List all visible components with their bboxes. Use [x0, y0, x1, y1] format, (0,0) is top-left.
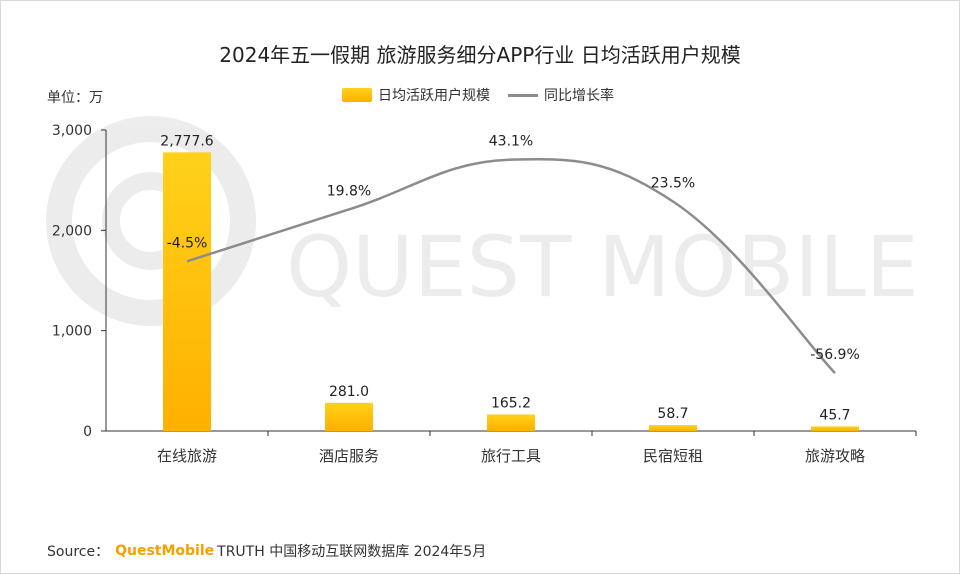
x-tick-label: 旅行工具 — [481, 447, 541, 465]
watermark: QUEST MOBILE — [46, 116, 919, 326]
chart-title: 2024年五一假期 旅游服务细分APP行业 日均活跃用户规模 — [219, 43, 741, 67]
y-tick-label: 1,000 — [52, 324, 92, 340]
bar-value-label: 58.7 — [657, 406, 688, 422]
growth-rate-label: 43.1% — [489, 134, 533, 150]
bar — [649, 425, 697, 431]
growth-rate-line — [186, 158, 836, 375]
bar — [487, 414, 535, 431]
watermark-text: QUEST MOBILE — [286, 218, 919, 316]
y-tick-label: 0 — [83, 424, 92, 440]
legend-line-label: 同比增长率 — [544, 88, 614, 104]
footer-source-label: Source： — [47, 544, 110, 560]
unit-label: 单位：万 — [47, 90, 103, 106]
bar — [811, 426, 859, 431]
legend-bar-swatch — [342, 88, 372, 102]
bar-value-label: 165.2 — [491, 395, 531, 411]
growth-rate-label: 23.5% — [651, 176, 695, 192]
footer: Source： QuestMobile TRUTH 中国移动互联网数据库 202… — [47, 541, 486, 561]
growth-rate-label: -4.5% — [167, 235, 208, 251]
growth-rate-label: 19.8% — [327, 183, 371, 199]
x-tick-label: 酒店服务 — [319, 447, 379, 465]
bar — [163, 152, 211, 431]
legend-bar-label: 日均活跃用户规模 — [378, 88, 490, 104]
legend-line-swatch — [508, 93, 538, 97]
x-tick-label: 民宿短租 — [643, 447, 703, 465]
growth-rate-label: -56.9% — [810, 347, 860, 363]
y-tick-label: 3,000 — [52, 123, 92, 139]
bar-value-label: 281.0 — [329, 384, 369, 400]
x-tick-label: 旅游攻略 — [805, 447, 865, 465]
x-tick-label: 在线旅游 — [157, 447, 217, 465]
legend: 日均活跃用户规模 同比增长率 — [342, 85, 614, 105]
footer-source-text: TRUTH 中国移动互联网数据库 2024年5月 — [217, 544, 487, 560]
footer-brand: QuestMobile — [115, 543, 215, 559]
bar-value-label: 45.7 — [819, 407, 850, 423]
y-tick-label: 2,000 — [52, 223, 92, 239]
bar-value-label: 2,777.6 — [160, 133, 214, 149]
bar — [325, 402, 373, 431]
